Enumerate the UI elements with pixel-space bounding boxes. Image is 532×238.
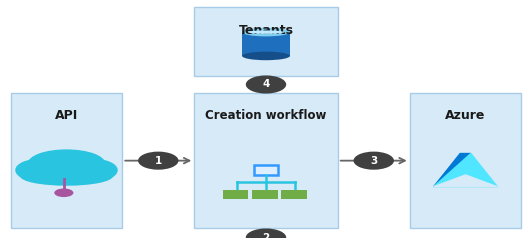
FancyBboxPatch shape bbox=[11, 93, 122, 228]
Ellipse shape bbox=[29, 151, 104, 177]
Ellipse shape bbox=[17, 160, 68, 180]
Text: 3: 3 bbox=[370, 156, 377, 166]
Ellipse shape bbox=[21, 166, 112, 184]
Bar bbox=[242, 32, 290, 56]
Ellipse shape bbox=[21, 166, 112, 184]
FancyBboxPatch shape bbox=[252, 190, 278, 199]
FancyBboxPatch shape bbox=[281, 190, 307, 199]
Ellipse shape bbox=[65, 160, 116, 180]
Text: API: API bbox=[55, 109, 78, 123]
Polygon shape bbox=[434, 154, 471, 187]
Circle shape bbox=[246, 75, 286, 94]
Circle shape bbox=[54, 188, 73, 197]
Polygon shape bbox=[434, 154, 497, 187]
FancyBboxPatch shape bbox=[223, 190, 248, 199]
Text: Tenants: Tenants bbox=[238, 24, 294, 37]
Circle shape bbox=[246, 228, 286, 238]
FancyBboxPatch shape bbox=[254, 165, 278, 175]
Text: 4: 4 bbox=[262, 79, 270, 89]
Text: 2: 2 bbox=[262, 233, 270, 238]
Circle shape bbox=[353, 152, 394, 170]
Ellipse shape bbox=[65, 160, 116, 180]
Text: Creation workflow: Creation workflow bbox=[205, 109, 327, 123]
Ellipse shape bbox=[242, 52, 290, 60]
Text: Azure: Azure bbox=[445, 109, 486, 123]
Ellipse shape bbox=[248, 30, 284, 34]
Circle shape bbox=[138, 152, 178, 170]
Text: 1: 1 bbox=[155, 156, 162, 166]
Polygon shape bbox=[434, 175, 497, 187]
Ellipse shape bbox=[242, 28, 290, 36]
Ellipse shape bbox=[17, 160, 68, 180]
FancyBboxPatch shape bbox=[194, 93, 338, 228]
Ellipse shape bbox=[29, 151, 104, 177]
FancyBboxPatch shape bbox=[194, 7, 338, 76]
FancyBboxPatch shape bbox=[410, 93, 521, 228]
